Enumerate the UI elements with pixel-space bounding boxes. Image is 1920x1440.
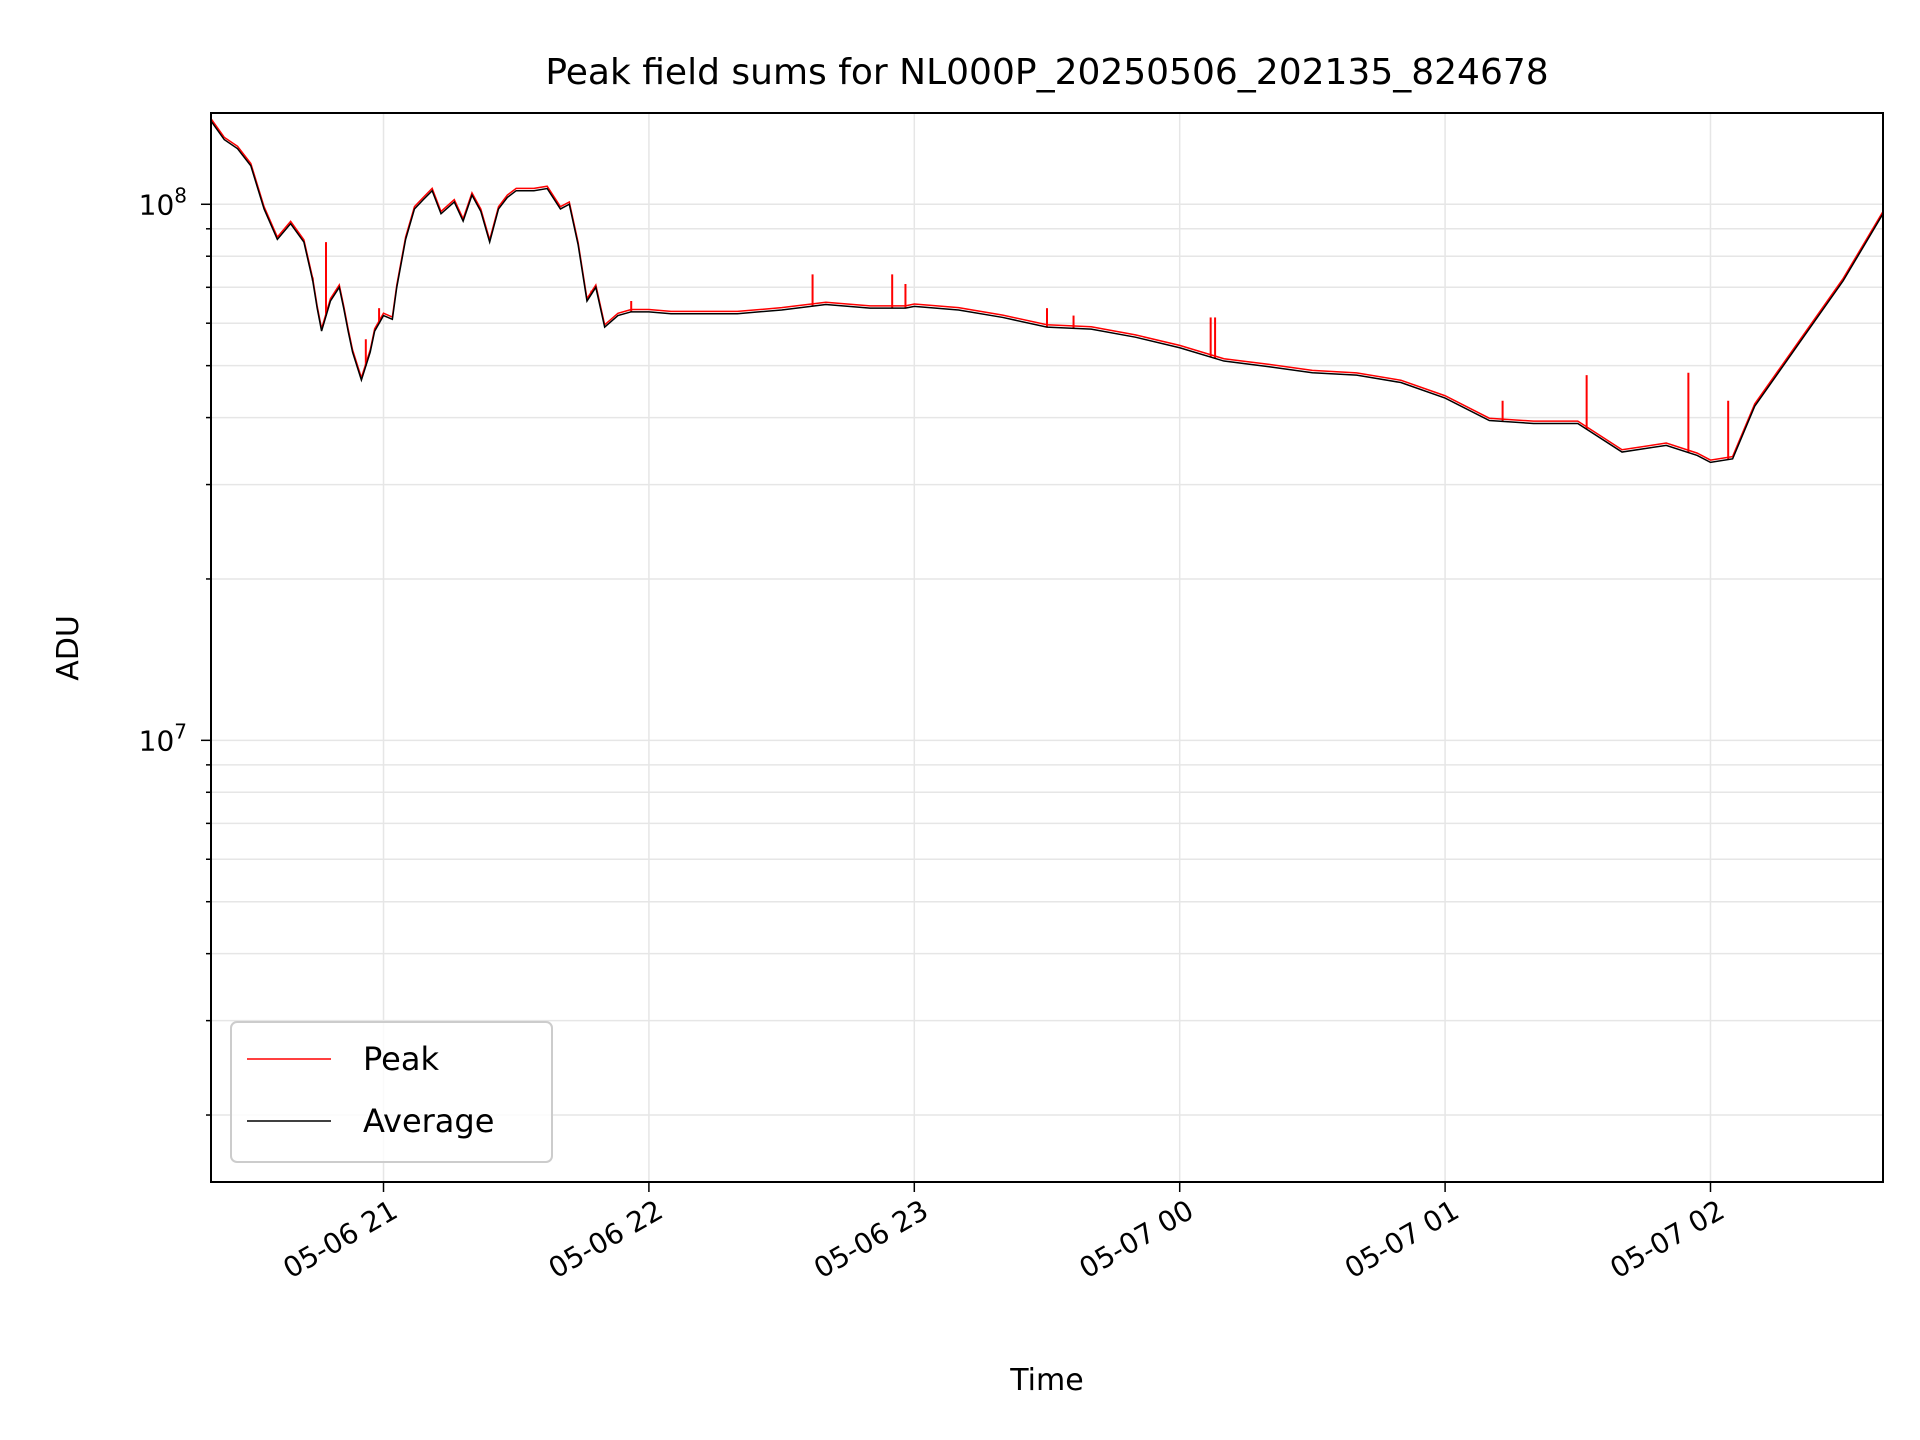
x-tick-label: 05-06 23 — [808, 1193, 934, 1285]
legend: Peak Average — [230, 1021, 553, 1163]
y-axis-title: ADU — [51, 615, 86, 681]
x-axis-title: Time — [1009, 1363, 1083, 1398]
legend-peak-label: Peak — [363, 1040, 439, 1078]
x-tick-label: 05-06 21 — [277, 1193, 403, 1285]
plot-series — [210, 118, 1884, 464]
x-tick-label: 05-07 01 — [1339, 1193, 1465, 1285]
plot-frame — [210, 112, 1884, 1183]
legend-box — [230, 1021, 553, 1163]
x-tick-label: 05-06 22 — [543, 1193, 669, 1285]
peak-series-line — [210, 118, 1884, 461]
x-tick-label: 05-07 00 — [1074, 1193, 1200, 1285]
y-axis: 107 108 — [139, 183, 211, 1116]
y-tick-label: 108 — [139, 183, 187, 221]
grid-lines — [211, 113, 1883, 1182]
chart-title: Peak field sums for NL000P_20250506_2021… — [545, 52, 1548, 93]
x-axis: 05-06 21 05-06 22 05-06 23 05-07 00 05-07 01… — [277, 1182, 1730, 1285]
x-tick-label: 05-07 02 — [1604, 1193, 1730, 1285]
average-series-line — [210, 120, 1884, 464]
legend-average-label: Average — [363, 1102, 494, 1140]
y-tick-label: 107 — [139, 719, 187, 757]
